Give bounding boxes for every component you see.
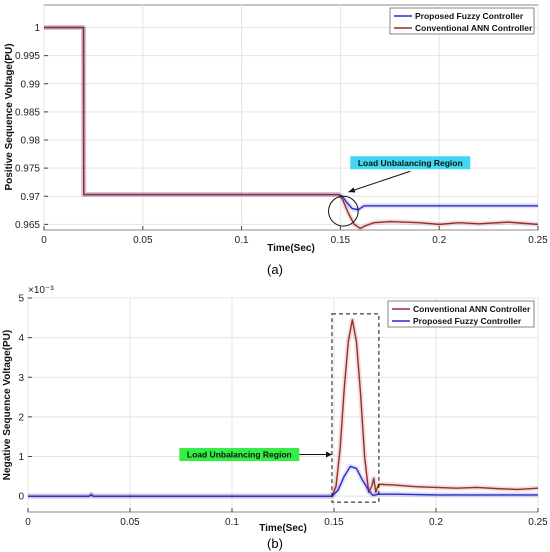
x-tick-label: 0 bbox=[41, 235, 47, 246]
arrow-head bbox=[325, 451, 332, 458]
x-tick-label: 0.15 bbox=[324, 517, 344, 528]
y-tick-label: 1 bbox=[18, 452, 24, 463]
grid-b bbox=[27, 297, 539, 512]
x-tick-label: 0.2 bbox=[429, 517, 443, 528]
y-tick-label: 0.995 bbox=[15, 51, 40, 62]
series-line-1 bbox=[28, 319, 539, 497]
legend-a: Proposed Fuzzy Controller Conventional AN… bbox=[389, 7, 535, 35]
y-tick-label: 0.99 bbox=[21, 79, 41, 90]
series-b bbox=[28, 317, 539, 499]
annotation-label: Load Unbalancing Region bbox=[358, 158, 463, 168]
yticks-a: 1 0.995 0.99 0.985 0.98 0.975 0.97 0.965 bbox=[15, 23, 48, 231]
x-tick-label: 0.15 bbox=[331, 235, 351, 246]
xlabel-a: Time(Sec) bbox=[267, 243, 315, 254]
series-a bbox=[44, 25, 539, 231]
x-tick-label: 0.1 bbox=[235, 235, 249, 246]
annotation-b: Load Unbalancing Region bbox=[179, 313, 380, 503]
y-tick-label: 0 bbox=[18, 492, 24, 503]
plot-area-a bbox=[43, 4, 539, 231]
x-tick-label: 0.1 bbox=[225, 517, 239, 528]
x-tick-label: 0 bbox=[25, 517, 31, 528]
y-tick-label: 3 bbox=[18, 373, 24, 384]
annotation-a: Load Unbalancing Region bbox=[328, 156, 471, 227]
exponent-label: ×10⁻³ bbox=[28, 285, 54, 296]
highlight-ellipse bbox=[328, 195, 359, 227]
x-tick-label: 0.05 bbox=[120, 517, 140, 528]
xlabel-b: Time(Sec) bbox=[259, 523, 307, 534]
y-tick-label: 0.965 bbox=[15, 220, 40, 231]
series-line-2 bbox=[44, 26, 539, 230]
y-tick-label: 1 bbox=[34, 23, 40, 34]
y-tick-label: 0.97 bbox=[21, 192, 41, 203]
ylabel-a: Positive Sequence Voltage(PU) bbox=[4, 43, 15, 190]
series-line-2 bbox=[28, 465, 538, 497]
caption-a: (a) bbox=[267, 262, 283, 277]
highlight-rect bbox=[331, 313, 380, 503]
xticks-b: 0 0.05 0.1 0.15 0.2 0.25 bbox=[25, 508, 548, 528]
annotation-box bbox=[350, 156, 471, 170]
panel-a: 0 0.05 0.1 0.15 0.2 0.25 1 0.995 0.99 0.985 0.98 0… bbox=[4, 4, 548, 277]
arrow-head bbox=[348, 187, 356, 193]
caption-b: (b) bbox=[267, 536, 283, 551]
y-tick-label: 0.98 bbox=[21, 136, 41, 147]
legend-label-1: Conventional ANN Controller bbox=[413, 304, 531, 314]
panel-b: 0 0.05 0.1 0.15 0.2 0.25 5 4 3 2 1 0 Load Unbalanc… bbox=[2, 285, 548, 551]
y-tick-label: 0.985 bbox=[15, 107, 40, 118]
annotation-label: Load Unbalancing Region bbox=[187, 450, 292, 460]
x-tick-label: 0.2 bbox=[432, 235, 446, 246]
ylabel-b: Negative Sequence Voltage(PU) bbox=[2, 330, 13, 480]
y-tick-label: 0.975 bbox=[15, 164, 40, 175]
annotation-arrow bbox=[348, 170, 411, 193]
x-tick-label: 0.25 bbox=[528, 235, 548, 246]
x-tick-label: 0.05 bbox=[133, 235, 153, 246]
legend-label-2: Conventional ANN Controller bbox=[415, 23, 533, 33]
y-tick-label: 2 bbox=[18, 412, 24, 423]
yticks-b: 5 4 3 2 1 0 bbox=[18, 294, 32, 503]
legend-box bbox=[389, 7, 535, 35]
y-tick-label: 5 bbox=[18, 294, 24, 305]
x-tick-label: 0.25 bbox=[528, 517, 548, 528]
legend-label-1: Proposed Fuzzy Controller bbox=[415, 11, 524, 21]
y-tick-label: 4 bbox=[18, 333, 24, 344]
legend-label-2: Proposed Fuzzy Controller bbox=[413, 316, 522, 326]
plot-area-b bbox=[27, 297, 539, 513]
annotation-box bbox=[179, 448, 300, 462]
xticks-a: 0 0.05 0.1 0.15 0.2 0.25 bbox=[41, 226, 548, 246]
legend-box bbox=[387, 300, 535, 328]
legend-b: Conventional ANN Controller Proposed Fuzz… bbox=[387, 300, 535, 328]
